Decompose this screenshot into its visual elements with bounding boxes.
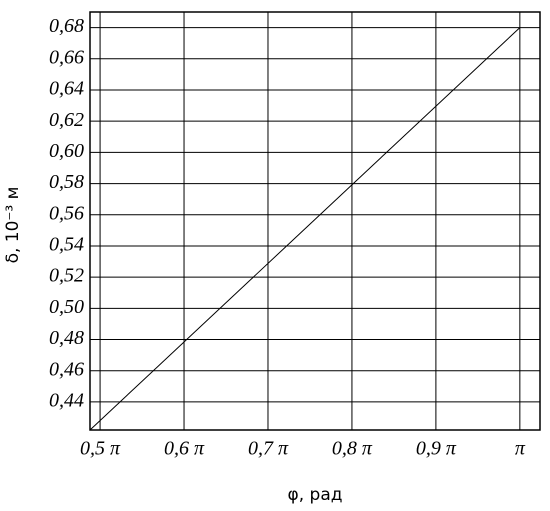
x-tick-label: 0,9 π	[416, 438, 457, 460]
y-tick-label: 0,64	[49, 78, 84, 100]
x-tick-label: 0,8 π	[332, 438, 373, 460]
y-tick-label: 0,48	[49, 327, 84, 349]
y-tick-label: 0,44	[49, 390, 84, 412]
y-axis-label: δ, 10⁻³ м	[3, 187, 23, 264]
data-line	[89, 27, 521, 431]
y-tick-label: 0,52	[49, 265, 84, 287]
y-tick-label: 0,60	[49, 140, 84, 162]
y-tick-label: 0,68	[49, 15, 84, 37]
y-tick-label: 0,46	[49, 358, 84, 380]
y-tick-label: 0,56	[49, 202, 84, 224]
y-tick-label: 0,54	[49, 234, 84, 256]
y-tick-label: 0,50	[49, 296, 84, 318]
y-tick-label: 0,58	[49, 171, 84, 193]
x-tick-label: π	[515, 438, 526, 460]
x-tick-label: 0,6 π	[164, 438, 205, 460]
y-tick-label: 0,62	[49, 109, 84, 131]
x-tick-label: 0,7 π	[248, 438, 289, 460]
x-axis-label: φ, рад	[288, 485, 343, 505]
x-tick-label: 0,5 π	[80, 438, 121, 460]
y-tick-label: 0,66	[49, 46, 84, 68]
